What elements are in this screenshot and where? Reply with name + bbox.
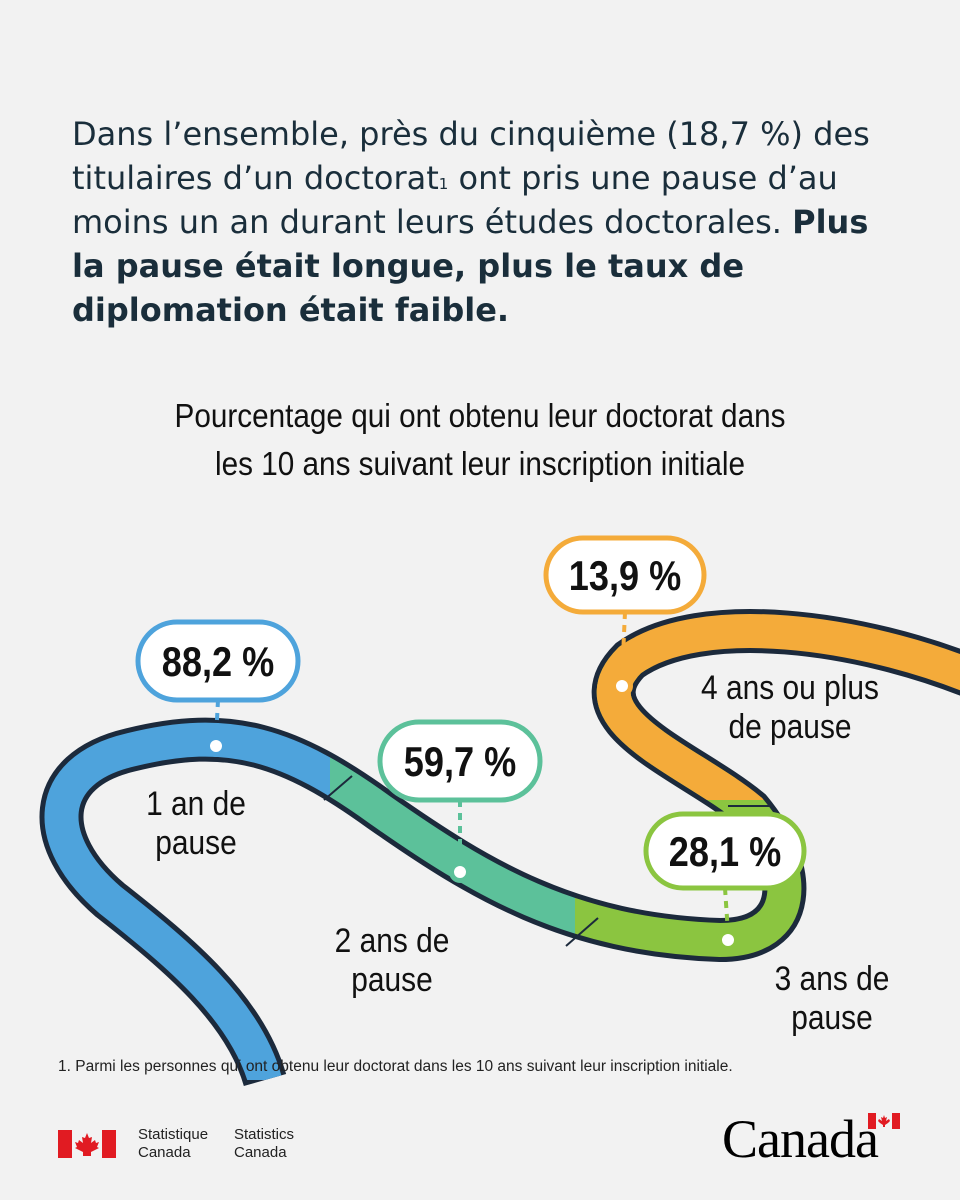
category-label-1-line-2: pause [155,823,237,861]
data-point-4 [611,675,633,697]
value-bubble-2 [377,719,543,803]
leader-line-1 [214,699,220,740]
signature-en-line2: Canada [234,1144,287,1161]
signature-en: Statistics Canada [234,1126,294,1162]
leader-line-4 [620,611,627,680]
canada-wordmark: Canada [722,1109,879,1169]
category-label-4: 4 ans ou plus de pause [701,668,879,745]
signature-en-line1: Statistics [234,1126,295,1143]
category-label-1: 1 an de pause [146,784,246,861]
road-segment-4 [590,614,960,860]
signature-fr-line2: Canada [138,1144,191,1161]
signature-fr-line1: Statistique [138,1126,209,1143]
intro-text: Dans l’ensemble, près du cinquième (18,7… [72,112,872,332]
value-bubble-1 [135,619,301,703]
category-label-2-line-2: pause [351,960,433,998]
category-label-3: 3 ans de pause [775,959,890,1036]
footnote-ref: 1 [438,175,449,193]
value-label-4: 13,9 % [569,554,681,600]
category-label-4-line-2: de pause [728,707,851,745]
value-label-2: 59,7 % [404,740,516,786]
data-point-1 [205,735,227,757]
data-point-3 [717,929,739,951]
road-path [39,609,960,1087]
category-label-1-line-1: 1 an de [146,784,246,822]
value-bubble-3 [643,811,807,891]
value-bubble-4 [543,535,707,615]
chart-title: Pourcentage qui ont obtenu leur doctorat… [174,397,786,482]
category-label-2: 2 ans de pause [335,921,450,998]
road-divider-2 [565,917,599,947]
category-label-2-line-1: 2 ans de [335,921,450,959]
category-label-3-line-1: 3 ans de [775,959,890,997]
value-label-1: 88,2 % [162,640,274,686]
signature-fr: Statistique Canada [138,1126,208,1162]
road-segment-2 [330,614,575,1080]
data-point-2 [449,861,471,883]
value-label-3: 28,1 % [669,830,781,876]
footnote: 1. Parmi les personnes qui ont obtenu le… [58,1058,733,1075]
road-divider-1 [323,775,353,801]
wordmark-flag-icon [868,1113,900,1129]
road-segment-1 [44,722,330,1080]
category-label-4-line-1: 4 ans ou plus [701,668,879,706]
intro-text-part2: ont pris une pause d’au moins un an dura… [72,159,838,241]
intro-emphasis: Plus la pause était longue, plus le taux… [72,203,869,329]
category-label-3-line-2: pause [791,998,873,1036]
intro-text-part1: Dans l’ensemble, près du cinquième (18,7… [72,115,870,197]
canada-flag-icon [58,1130,116,1158]
